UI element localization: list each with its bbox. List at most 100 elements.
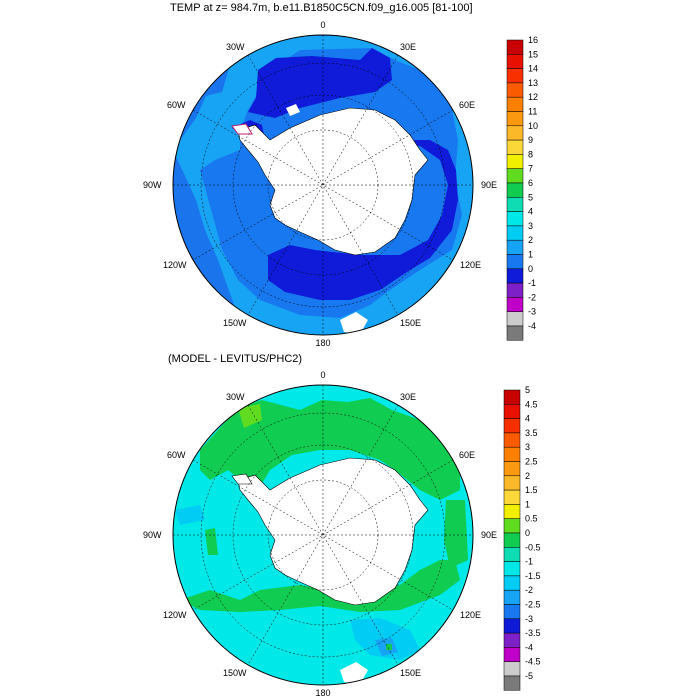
bottom-colorbar-label: 2 — [525, 471, 530, 481]
bottom-colorbar-box — [503, 575, 521, 591]
top-lon-label-120e: 120E — [460, 260, 481, 270]
bottom-colorbar-label: -3.5 — [525, 628, 541, 638]
top-lon-label-180: 180 — [315, 338, 330, 348]
bottom-colorbar-label: -4 — [525, 642, 533, 652]
top-lon-label-120w: 120W — [163, 260, 187, 270]
bottom-colorbar-label: -4.5 — [525, 657, 541, 667]
bottom-lon-label-30w: 30W — [226, 392, 245, 402]
bottom-colorbar-box — [503, 389, 521, 405]
bottom-colorbar-label: 4.5 — [525, 399, 538, 409]
top-nz-patch — [340, 312, 368, 334]
bottom-colorbar-box — [503, 432, 521, 448]
top-colorbar-label: 2 — [528, 235, 533, 245]
bottom-lon-label-60e: 60E — [459, 450, 475, 460]
bottom-lon-label-30e: 30E — [400, 392, 416, 402]
bottom-colorbar-label: 0 — [525, 528, 530, 538]
top-colorbar-label: -1 — [528, 278, 536, 288]
top-lon-label-60e: 60E — [459, 100, 475, 110]
bottom-colorbar-box — [503, 547, 521, 562]
top-colorbar-box — [506, 211, 524, 227]
bottom-colorbar-label: -2.5 — [525, 600, 541, 610]
bottom-colorbar-label: 1 — [525, 499, 530, 509]
bottom-colorbar-label: -1 — [525, 557, 533, 567]
top-colorbar-box — [506, 268, 524, 284]
bottom-lon-label-60w: 60W — [167, 450, 186, 460]
top-colorbar-box — [506, 111, 524, 127]
bottom-colorbar-box — [503, 446, 521, 462]
top-colorbar-box — [506, 239, 524, 255]
top-colorbar-box — [506, 154, 524, 169]
top-colorbar-label: 10 — [528, 121, 538, 131]
bottom-colorbar-label: 5 — [525, 385, 530, 395]
bottom-band-0-05-north — [200, 398, 460, 500]
bottom-lon-label-90w: 90W — [143, 530, 162, 540]
top-colorbar-label: 8 — [528, 149, 533, 159]
bottom-colorbar-label: 0.5 — [525, 514, 538, 524]
bottom-colorbar-box — [503, 647, 521, 662]
bottom-colorbar-box — [503, 504, 521, 519]
bottom-lon-label-150e: 150E — [400, 668, 421, 678]
top-colorbar-label: 12 — [528, 92, 538, 102]
top-colorbar-box — [506, 311, 524, 327]
bottom-lon-label-90e: 90E — [481, 530, 497, 540]
bottom-lon-label-180: 180 — [315, 688, 330, 698]
top-colorbar-box — [506, 82, 524, 98]
top-map-border — [172, 34, 474, 336]
top-lon-label-150w: 150W — [223, 318, 247, 328]
bottom-band-0-05-south — [180, 560, 460, 612]
top-lon-label-60w: 60W — [167, 100, 186, 110]
top-africa-edge — [470, 132, 473, 160]
top-colorbar-label: 1 — [528, 250, 533, 260]
bottom-colorbar-box — [503, 518, 521, 534]
top-colorbar-box — [506, 325, 524, 341]
bottom-colorbar-box — [503, 418, 521, 434]
bottom-colorbar-label: 3.5 — [525, 428, 538, 438]
top-colorbar-label: 7 — [528, 164, 533, 174]
top-colorbar-box — [506, 39, 524, 55]
top-colorbar-label: -3 — [528, 307, 536, 317]
top-peninsula-tip — [231, 123, 253, 135]
bottom-colorbar-label: 2.5 — [525, 457, 538, 467]
top-colorbar-box — [506, 96, 524, 112]
bottom-colorbar-box — [503, 532, 521, 548]
top-map-title: TEMP at z= 984.7m, b.e11.B1850C5CN.f09_g… — [170, 2, 473, 14]
top-lon-label-30e: 30E — [400, 42, 416, 52]
bottom-colorbar-box — [503, 404, 521, 419]
top-colorbar-box — [506, 68, 524, 84]
bottom-band-0-05-east — [444, 500, 468, 568]
top-colorbar-label: 16 — [528, 35, 538, 45]
top-colorbar-label: 6 — [528, 178, 533, 188]
bottom-colorbar-box — [503, 675, 521, 691]
top-colorbar-label: 11 — [528, 107, 537, 117]
bottom-colorbar-label: -1.5 — [525, 571, 541, 581]
top-colorbar-box — [506, 182, 524, 198]
top-lon-labels: 0 30E 60E 90E 120E 150E 180 150W 120W 90… — [143, 20, 497, 348]
bottom-colorbar-box — [503, 461, 521, 477]
bottom-nz-patch — [340, 662, 368, 684]
bottom-lon-labels: 0 30E 60E 90E 120E 150E 180 150W 120W 90… — [143, 370, 497, 698]
top-colorbar-box — [506, 225, 524, 241]
bottom-colorbar-label: -2 — [525, 585, 533, 595]
top-colorbar-box — [506, 168, 524, 184]
top-colorbar-box — [506, 282, 524, 298]
bottom-colorbar: 5 4.5 4 3.5 3 2.5 2 1.5 1 0.5 0 -0.5 -1 -1.5 -2 -2.5 -3 -… — [503, 385, 541, 691]
bottom-colorbar-box — [503, 632, 521, 648]
top-colorbar-box — [506, 139, 524, 155]
top-ice-patch — [286, 104, 300, 116]
top-colorbar-box — [506, 254, 524, 270]
bottom-lon-label-150w: 150W — [223, 668, 247, 678]
top-lon-label-150e: 150E — [400, 318, 421, 328]
top-colorbar-label: 3 — [528, 221, 533, 231]
top-colorbar-label: -2 — [528, 292, 536, 302]
top-polar-map — [172, 34, 474, 336]
bottom-map-title: (MODEL - LEVITUS/PHC2) — [168, 353, 303, 365]
bottom-colorbar-box — [503, 618, 521, 634]
top-colorbar-box — [506, 297, 524, 312]
top-colorbar-label: 14 — [528, 64, 538, 74]
top-colorbar-box — [506, 54, 524, 69]
bottom-colorbar-label: -0.5 — [525, 542, 541, 552]
bottom-band-05-1 — [238, 404, 262, 428]
top-colorbar-label: 9 — [528, 135, 533, 145]
